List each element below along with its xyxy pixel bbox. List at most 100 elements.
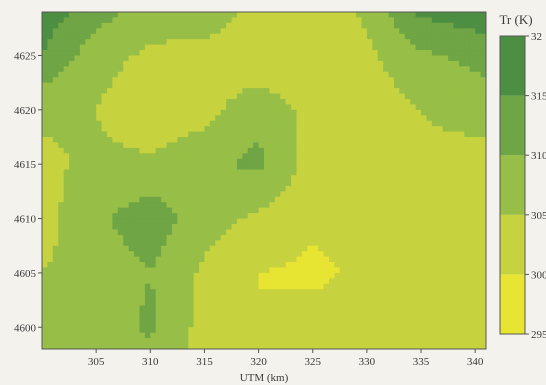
heatmap-cell — [442, 229, 449, 236]
heatmap-cell — [85, 71, 92, 78]
heatmap-cell — [393, 191, 400, 198]
heatmap-cell — [356, 240, 363, 247]
heatmap-cell — [274, 98, 281, 106]
heatmap-cell — [453, 272, 460, 279]
heatmap-cell — [258, 164, 265, 171]
heatmap-cell — [350, 310, 357, 317]
heatmap-cell — [328, 229, 335, 236]
heatmap-cell — [366, 88, 373, 95]
heatmap-cell — [47, 104, 54, 111]
heatmap-cell — [161, 300, 168, 307]
heatmap-cell — [437, 120, 444, 127]
heatmap-cell — [339, 71, 346, 78]
heatmap-cell — [90, 262, 97, 269]
heatmap-cell — [475, 332, 482, 339]
heatmap-cell — [42, 131, 49, 138]
heatmap-cell — [112, 338, 119, 345]
heatmap-cell — [274, 109, 281, 116]
heatmap-cell — [90, 137, 97, 144]
heatmap-cell — [469, 180, 476, 187]
heatmap-cell — [377, 66, 384, 73]
heatmap-cell — [161, 316, 168, 323]
heatmap-cell — [469, 283, 476, 290]
heatmap-cell — [415, 142, 422, 149]
heatmap-cell — [101, 267, 108, 274]
heatmap-cell — [74, 137, 81, 144]
heatmap-cell — [139, 305, 146, 312]
heatmap-cell — [345, 305, 352, 312]
heatmap-cell — [236, 153, 243, 160]
heatmap-cell — [388, 115, 395, 122]
heatmap-cell — [264, 12, 271, 19]
heatmap-cell — [339, 180, 346, 187]
heatmap-cell — [242, 88, 249, 95]
heatmap-cell — [264, 289, 271, 296]
heatmap-cell — [177, 82, 184, 89]
heatmap-cell — [85, 131, 92, 138]
heatmap-cell — [366, 55, 373, 62]
heatmap-cell — [101, 12, 108, 19]
heatmap-cell — [307, 305, 314, 312]
heatmap-cell — [253, 294, 260, 301]
heatmap-cell — [215, 88, 222, 95]
heatmap-cell — [448, 12, 455, 19]
heatmap-cell — [182, 55, 189, 62]
heatmap-cell — [437, 316, 444, 323]
heatmap-cell — [226, 294, 233, 301]
heatmap-cell — [469, 12, 476, 19]
heatmap-cell — [328, 93, 335, 100]
heatmap-cell — [410, 338, 417, 345]
heatmap-cell — [285, 305, 292, 312]
heatmap-cell — [415, 28, 422, 35]
heatmap-cell — [421, 126, 428, 133]
heatmap-cell — [383, 147, 390, 154]
heatmap-cell — [193, 77, 200, 84]
heatmap-cell — [312, 196, 319, 203]
heatmap-cell — [426, 131, 433, 138]
heatmap-cell — [134, 289, 141, 296]
heatmap-cell — [285, 55, 292, 62]
heatmap-cell — [426, 158, 433, 165]
heatmap-cell — [285, 316, 292, 323]
heatmap-cell — [117, 28, 124, 35]
heatmap-cell — [128, 33, 135, 40]
heatmap-cell — [345, 131, 352, 138]
heatmap-cell — [475, 327, 482, 334]
heatmap-cell — [63, 33, 70, 40]
heatmap-cell — [150, 262, 157, 269]
heatmap-cell — [112, 66, 119, 73]
heatmap-cell — [209, 338, 216, 345]
heatmap-cell — [318, 207, 325, 214]
heatmap-cell — [372, 262, 379, 269]
heatmap-cell — [69, 126, 76, 133]
heatmap-cell — [285, 98, 292, 106]
heatmap-cell — [339, 44, 346, 51]
heatmap-cell — [236, 82, 243, 89]
heatmap-cell — [415, 180, 422, 187]
heatmap-cell — [464, 153, 471, 160]
heatmap-cell — [328, 28, 335, 35]
heatmap-cell — [204, 338, 211, 345]
heatmap-cell — [177, 256, 184, 263]
heatmap-cell — [334, 126, 341, 133]
heatmap-cell — [328, 55, 335, 62]
heatmap-cell — [393, 66, 400, 73]
heatmap-cell — [236, 137, 243, 144]
heatmap-cell — [123, 191, 130, 198]
heatmap-cell — [171, 71, 178, 78]
heatmap-cell — [106, 251, 113, 258]
heatmap-cell — [301, 278, 308, 285]
heatmap-cell — [47, 305, 54, 312]
heatmap-cell — [480, 66, 486, 73]
heatmap-cell — [475, 321, 482, 328]
heatmap-cell — [350, 207, 357, 214]
heatmap-cell — [177, 229, 184, 236]
heatmap-cell — [361, 28, 368, 35]
heatmap-cell — [112, 93, 119, 100]
heatmap-cell — [269, 240, 276, 247]
heatmap-cell — [431, 33, 438, 40]
heatmap-cell — [42, 321, 49, 328]
heatmap-cell — [42, 88, 49, 95]
heatmap-cell — [415, 240, 422, 247]
heatmap-cell — [150, 98, 157, 106]
